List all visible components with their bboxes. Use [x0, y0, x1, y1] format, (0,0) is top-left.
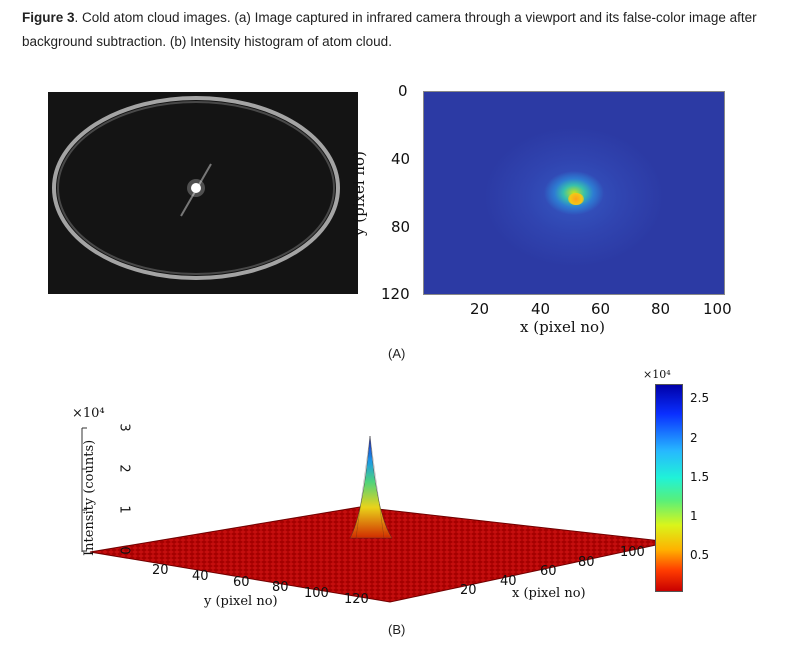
heat-xlabel: x (pixel no)	[520, 318, 605, 336]
heat-x-tick: 60	[591, 300, 611, 318]
heat-x-tick: 100	[703, 300, 732, 318]
colorbar-tick: 1	[690, 509, 698, 523]
surface-y-tick: 60	[233, 575, 250, 590]
surface-y-tick: 80	[272, 580, 289, 595]
surface-y-tick: 40	[192, 569, 209, 584]
colorbar-exponent: ×10⁴	[643, 368, 671, 381]
heat-y-tick: 120	[381, 285, 410, 303]
surface-x-tick: 100	[620, 545, 645, 560]
surface-x-tick: 20	[460, 583, 477, 598]
colorbar	[655, 384, 683, 592]
camera-image	[48, 92, 358, 294]
colorbar-tick: 2.5	[690, 391, 710, 405]
heat-x-tick: 20	[470, 300, 490, 318]
panel-a-label: (A)	[388, 346, 406, 361]
panel-b-label: (B)	[388, 622, 406, 637]
figure-caption: Figure 3. Cold atom cloud images. (a) Im…	[22, 6, 782, 54]
heat-x-tick: 80	[651, 300, 671, 318]
surface-x-tick: 60	[540, 564, 557, 579]
atom-cloud-peak	[568, 193, 584, 205]
heat-ylabel: y (pixel no)	[350, 151, 368, 236]
heat-x-tick: 40	[531, 300, 551, 318]
z-tick: 2	[116, 464, 132, 473]
colorbar-tick: 1.5	[690, 470, 710, 484]
heat-y-tick: 0	[398, 82, 408, 100]
z-tick: 1	[116, 505, 132, 514]
surface-x-tick: 80	[578, 555, 595, 570]
colorbar-tick: 2	[690, 431, 698, 445]
surface-y-tick: 100	[304, 586, 329, 601]
surface-xlabel: x (pixel no)	[512, 586, 586, 601]
z-tick: 0	[116, 546, 132, 555]
surface-y-tick: 120	[344, 592, 369, 607]
caption-text: . Cold atom cloud images. (a) Image capt…	[22, 10, 757, 49]
z-tick: 3	[116, 423, 132, 432]
figure-label: Figure 3	[22, 10, 75, 25]
surface-ylabel: y (pixel no)	[204, 594, 278, 609]
colorbar-tick: 0.5	[690, 548, 710, 562]
heat-y-tick: 80	[391, 218, 411, 236]
heat-y-tick: 40	[391, 150, 411, 168]
surface-x-tick: 40	[500, 574, 517, 589]
z-exponent: ×10⁴	[72, 406, 105, 421]
z-label: Intensity (counts)	[82, 439, 97, 556]
surface-y-tick: 20	[152, 563, 169, 578]
